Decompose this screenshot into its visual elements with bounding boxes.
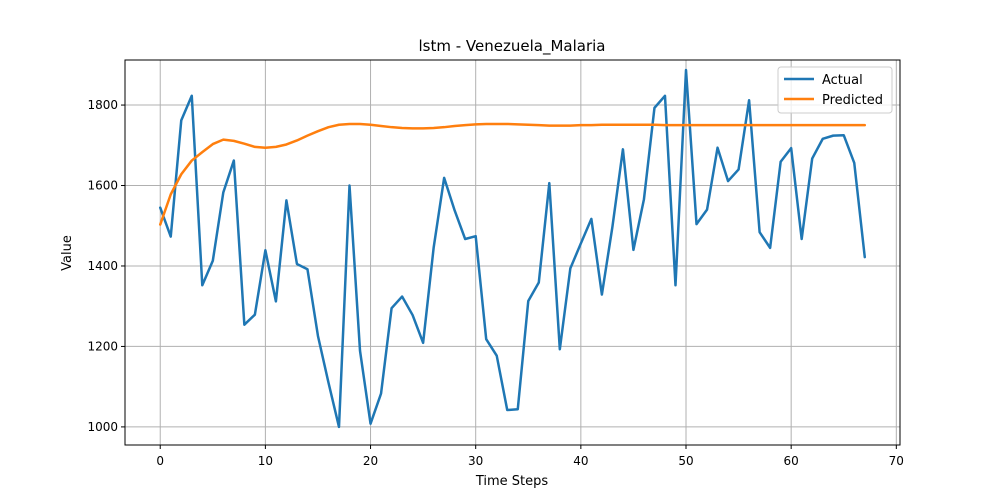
x-tick-label: 40	[573, 454, 588, 468]
y-tick-label: 1800	[87, 98, 118, 112]
chart-title: lstm - Venezuela_Malaria	[419, 37, 606, 56]
grid	[125, 60, 900, 445]
x-tick-label: 60	[784, 454, 799, 468]
y-tick-label: 1600	[87, 179, 118, 193]
x-tick-label: 10	[258, 454, 273, 468]
y-axis-label: Value	[60, 235, 75, 271]
x-tick-label: 50	[678, 454, 693, 468]
x-tick-label: 0	[156, 454, 164, 468]
legend-label-actual: Actual	[822, 73, 863, 88]
y-tick-label: 1000	[87, 420, 118, 434]
legend: Actual Predicted	[777, 66, 893, 114]
y-tick-label: 1200	[87, 339, 118, 353]
x-axis-ticks: 0 10 20 30 40 50 60 70	[156, 445, 904, 468]
plot-frame	[124, 59, 901, 446]
x-axis-label: Time Steps	[475, 474, 549, 489]
x-tick-label: 20	[363, 454, 378, 468]
y-tick-label: 1400	[87, 259, 118, 273]
legend-label-predicted: Predicted	[822, 93, 883, 108]
series-lines	[158, 68, 867, 429]
series-line-actual	[158, 68, 867, 429]
x-tick-label: 70	[889, 454, 904, 468]
x-tick-label: 30	[468, 454, 483, 468]
series-line-predicted	[158, 122, 867, 226]
y-axis-ticks: 1000 1200 1400 1600 1800	[87, 98, 125, 434]
